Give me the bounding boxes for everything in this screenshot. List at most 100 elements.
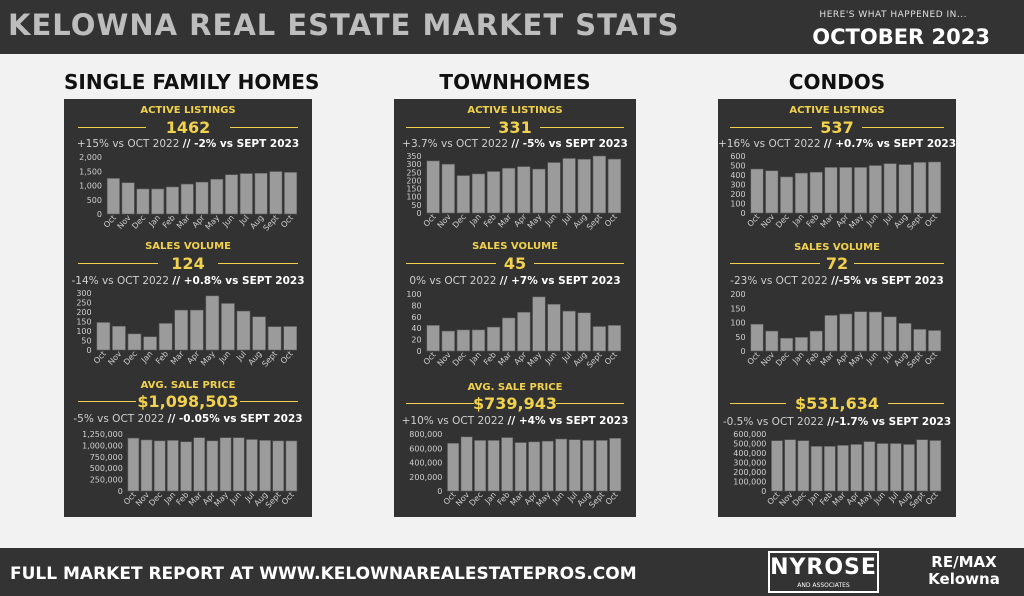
x-tick-label: Oct bbox=[279, 349, 295, 365]
y-tick-label: 500,000 bbox=[90, 464, 123, 473]
y-tick-label: 200 bbox=[76, 308, 91, 317]
bar bbox=[876, 443, 889, 492]
town-sales-comparison: 0% vs OCT 2022 // +7% vs SEPT 2023 bbox=[409, 275, 621, 287]
bar bbox=[794, 337, 808, 352]
x-tick-label: Jun bbox=[864, 212, 880, 228]
single-listings-rule-right bbox=[230, 127, 298, 128]
bar bbox=[474, 440, 487, 492]
single-price-svg: 0 250,000 500,000 750,000 1,000,000 1,250,000… bbox=[82, 430, 298, 510]
condo-price-chart: 0 100,000 200,000 300,000 400,000 500,000 600,… bbox=[718, 429, 956, 517]
y-tick-label: 100 bbox=[730, 200, 745, 209]
nyrose-logo: NYROSE AND ASSOCIATES bbox=[768, 551, 879, 593]
single-price-label: AVG. SALE PRICE bbox=[140, 380, 236, 391]
bar bbox=[180, 183, 194, 215]
bar bbox=[143, 336, 157, 351]
bar bbox=[517, 311, 531, 352]
y-tick-label: 200 bbox=[730, 290, 745, 299]
bar bbox=[577, 158, 591, 214]
bar bbox=[577, 312, 591, 352]
x-tick-label: Jan bbox=[162, 490, 178, 506]
y-tick-label: 100 bbox=[76, 327, 91, 336]
x-tick-label: Oct bbox=[746, 212, 762, 228]
y-tick-label: 300 bbox=[76, 289, 91, 298]
y-tick-label: 50 bbox=[81, 337, 91, 346]
y-tick-label: 0 bbox=[417, 209, 422, 218]
x-tick-label: Oct bbox=[746, 350, 762, 366]
x-tick-label: Jan bbox=[790, 350, 806, 366]
y-tick-label: 600,000 bbox=[409, 444, 442, 453]
single-price-comparison: -5% vs OCT 2022 // -0.05% vs SEPT 2023 bbox=[73, 413, 303, 425]
x-tick-label: Dec bbox=[774, 350, 791, 368]
single-family-title: SINGLE FAMILY HOMES bbox=[64, 70, 320, 94]
y-tick-label: 250 bbox=[76, 299, 91, 308]
bar bbox=[96, 322, 111, 351]
bar bbox=[502, 317, 516, 352]
x-tick-label: Nov bbox=[454, 490, 471, 508]
bar bbox=[532, 296, 546, 352]
bar bbox=[592, 155, 606, 214]
condo-sales-rule-left bbox=[730, 263, 820, 264]
y-tick-label: 800,000 bbox=[409, 430, 442, 439]
x-tick-label: Feb bbox=[174, 490, 190, 507]
x-tick-label: May bbox=[199, 349, 217, 368]
x-tick-label: Oct bbox=[604, 490, 620, 506]
condo-price-comparison: -0.5% vs OCT 2022 //-1.7% vs SEPT 2023 bbox=[722, 416, 952, 428]
x-tick-label: Dec bbox=[451, 350, 468, 368]
y-tick-label: 100 bbox=[730, 319, 745, 328]
y-tick-label: 50 bbox=[411, 201, 421, 210]
town-listings-rule-right bbox=[540, 127, 624, 128]
bar bbox=[765, 330, 779, 352]
bar bbox=[809, 171, 823, 214]
bar bbox=[225, 174, 239, 215]
y-tick-label: 100 bbox=[406, 290, 421, 299]
bar bbox=[165, 186, 179, 215]
y-tick-label: 200,000 bbox=[733, 468, 766, 477]
y-tick-label: 0 bbox=[437, 487, 442, 496]
condos-title: CONDOS bbox=[788, 70, 886, 94]
y-tick-label: 300 bbox=[406, 160, 421, 169]
footer-report-link[interactable]: FULL MARKET REPORT AT WWW.KELOWNAREALEST… bbox=[10, 564, 637, 584]
condo-price-value: $531,634 bbox=[794, 394, 879, 413]
bar bbox=[898, 164, 912, 214]
x-tick-label: May bbox=[203, 213, 221, 232]
bar bbox=[555, 438, 568, 492]
y-tick-label: 0 bbox=[741, 347, 746, 356]
bar bbox=[158, 323, 173, 351]
bar bbox=[136, 188, 150, 215]
town-sales-chart: 0 20 40 60 80 100 Oct Nov Dec Jan Feb Mar Apr May Jun J… bbox=[394, 289, 636, 377]
x-tick-label: Jun bbox=[217, 349, 233, 365]
x-tick-label: Oct bbox=[280, 490, 296, 506]
bar bbox=[447, 442, 460, 492]
x-tick-label: Mar bbox=[496, 350, 513, 368]
bar bbox=[609, 437, 622, 492]
single-listings-rule-left bbox=[78, 127, 146, 128]
bar bbox=[153, 440, 166, 492]
bar bbox=[547, 162, 561, 214]
x-tick-label: Oct bbox=[422, 212, 438, 228]
bar bbox=[195, 181, 209, 215]
bar bbox=[929, 440, 942, 492]
bar bbox=[259, 440, 271, 492]
town-listings-value: 331 bbox=[498, 118, 532, 137]
bar bbox=[850, 444, 863, 492]
y-tick-label: 0 bbox=[97, 210, 102, 219]
bar bbox=[193, 437, 206, 492]
bar bbox=[517, 166, 531, 214]
single-listings-comparison: +15% vs OCT 2022 // -2% vs SEPT 2023 bbox=[76, 138, 300, 150]
y-tick-label: 40 bbox=[411, 324, 421, 333]
y-tick-label: 0 bbox=[741, 209, 746, 218]
bar bbox=[607, 325, 622, 352]
bar bbox=[471, 329, 486, 352]
town-price-chart: 0 200,000 400,000 600,000 800,000 Oct Nov Dec Ja… bbox=[394, 429, 636, 517]
single-price-chart: 0 250,000 500,000 750,000 1,000,000 1,250,000… bbox=[64, 429, 312, 517]
town-listings-label: ACTIVE LISTINGS bbox=[467, 105, 563, 116]
bar bbox=[592, 326, 606, 352]
bar bbox=[486, 326, 501, 352]
condo-listings-value: 537 bbox=[820, 118, 854, 137]
x-tick-label: Dec bbox=[774, 212, 791, 230]
single-price-rule-left bbox=[78, 401, 136, 402]
y-tick-label: 0 bbox=[761, 487, 766, 496]
